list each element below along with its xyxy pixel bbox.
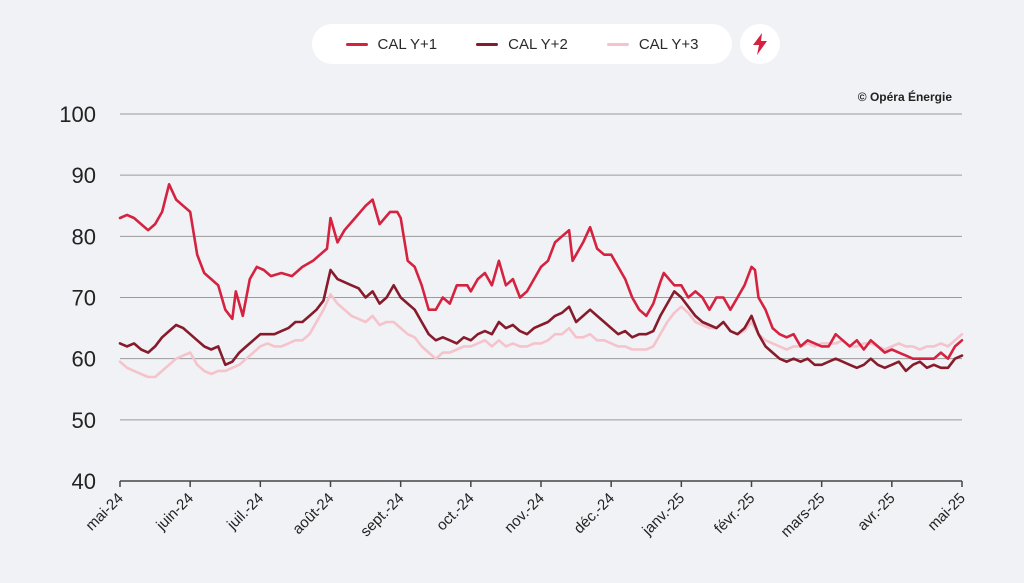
x-tick-label-5: oct.-24 — [433, 490, 477, 534]
legend-label-cal-y3: CAL Y+3 — [638, 35, 699, 53]
y-tick-label-50: 50 — [72, 408, 96, 433]
x-tick-label-12: mai-25 — [924, 490, 968, 534]
legend-item-cal-y3[interactable]: CAL Y+3 — [606, 35, 699, 53]
series-line-cal-y-3 — [118, 293, 964, 379]
x-tick-label-8: janv.-25 — [638, 490, 688, 540]
x-tick-label-11: avr.-25 — [854, 490, 898, 534]
y-tick-label-60: 60 — [72, 347, 96, 372]
legend-swatch-cal-y1 — [345, 42, 368, 46]
legend-item-cal-y2[interactable]: CAL Y+2 — [476, 36, 568, 53]
legend-label-cal-y1: CAL Y+1 — [377, 35, 438, 53]
legend-label-cal-y2: CAL Y+2 — [508, 35, 568, 53]
x-tick-label-0: mai-24 — [82, 490, 126, 534]
series-line-cal-y-1 — [118, 183, 964, 360]
y-tick-label-80: 80 — [72, 224, 96, 249]
x-tick-label-1: juin-24 — [152, 490, 197, 535]
lightning-bolt-icon — [753, 33, 767, 55]
legend-swatch-cal-y3 — [606, 42, 629, 46]
x-tick-label-2: juil.-24 — [223, 490, 267, 534]
y-tick-label-70: 70 — [72, 286, 96, 311]
y-tick-label-90: 90 — [72, 163, 96, 188]
chart-legend: CAL Y+1 CAL Y+2 CAL Y+3 — [312, 24, 732, 64]
x-tick-label-9: févr.-25 — [711, 490, 758, 537]
x-tick-label-4: sept.-24 — [357, 490, 407, 540]
series-line-cal-y-2 — [118, 268, 964, 373]
x-tick-label-3: août-24 — [289, 490, 337, 538]
legend-swatch-cal-y2 — [476, 42, 499, 46]
y-tick-label-100: 100 — [59, 102, 96, 127]
copyright-text: © Opéra Énergie — [857, 90, 952, 104]
x-tick-label-7: déc.-24 — [571, 490, 618, 537]
x-tick-label-6: nov.-24 — [501, 490, 548, 537]
energy-toggle-button[interactable] — [740, 24, 780, 64]
x-tick-label-10: mars-25 — [778, 490, 829, 541]
y-tick-label-40: 40 — [72, 469, 96, 494]
legend-item-cal-y1[interactable]: CAL Y+1 — [345, 35, 438, 53]
